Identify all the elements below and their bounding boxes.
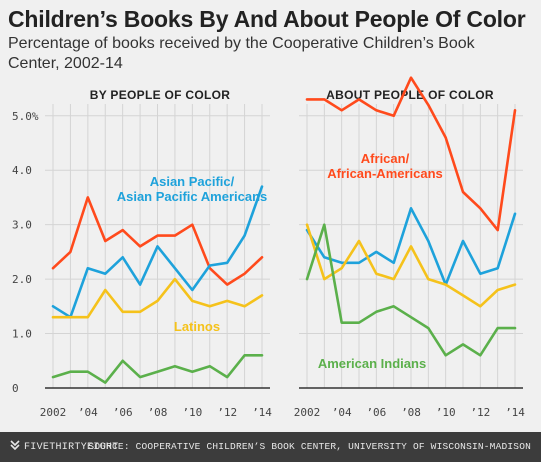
series-label-american-indian: American Indians [318,356,426,371]
x-tick-label: ’08 [401,406,421,419]
chart-subtitle: Percentage of books received by the Coop… [8,35,475,72]
series-line-american-indian [51,353,264,384]
series-label-asian: Asian Pacific/Asian Pacific Americans [117,174,268,204]
y-tick-label: 3.0 [12,219,32,232]
series-line-asian [51,185,264,319]
x-tick-label: ’12 [470,406,490,419]
series-label-african: African/African-Americans [327,151,443,181]
fivethirtyeight-icon [10,440,20,450]
panel-title-about-people-of-color: ABOUT PEOPLE OF COLOR [326,88,494,102]
series-line-african [305,76,517,232]
x-tick-label: ’14 [505,406,525,419]
x-tick-label: ’14 [252,406,272,419]
x-tick-label: 2002 [40,406,67,419]
x-tick-label: ’10 [436,406,456,419]
line-chart: 2002 ’04 ’06 ’08 ’10 ’12 ’14 Asian Pacific/Asia… [12,76,525,419]
series-line-american-indian [305,223,517,357]
x-tick-label: ’06 [366,406,386,419]
footer-bar: FIVETHIRTYEIGHT SOURCE: COOPERATIVE CHIL… [0,432,541,462]
series-line-african [51,196,264,286]
y-tick-label: 1.0 [12,328,32,341]
y-tick-label: 2.0 [12,273,32,286]
series-line-latino [305,223,517,308]
x-tick-label: ’08 [148,406,168,419]
logo-text: FIVETHIRTYEIGHT [24,442,119,453]
y-tick-label: 0 [12,382,19,395]
series-label-latino: Latinos [174,319,220,334]
y-tick-label: 5.0% [12,110,39,123]
source-note: SOURCE: COOPERATIVE CHILDREN’S BOOK CENT… [88,441,531,452]
x-tick-label: 2002 [294,406,321,419]
chart-title: Children’s Books By And About People Of … [8,6,526,32]
fivethirtyeight-logo: FIVETHIRTYEIGHT [10,440,119,453]
panel-title-by-people-of-color: BY PEOPLE OF COLOR [89,88,231,102]
x-tick-label: ’04 [332,406,352,419]
x-tick-label: ’12 [217,406,237,419]
x-tick-label: ’10 [182,406,202,419]
series-line-asian [305,207,517,286]
x-tick-label: ’04 [78,406,98,419]
x-tick-label: ’06 [113,406,133,419]
y-tick-label: 4.0 [12,164,32,177]
series-line-latino [51,277,264,319]
